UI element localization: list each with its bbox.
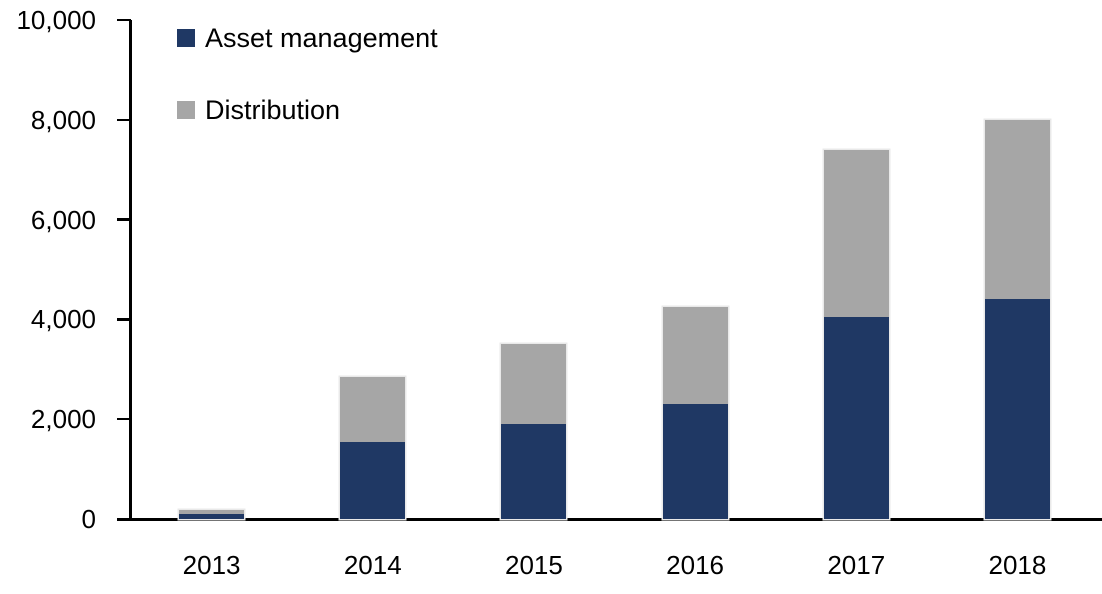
y-axis-tick-label: 4,000 — [30, 304, 96, 335]
legend-swatch-distribution — [177, 101, 195, 119]
x-axis-label-2016: 2016 — [666, 550, 724, 580]
bar-stack-2013 — [179, 509, 245, 519]
y-axis-tick — [117, 517, 131, 521]
y-axis-line — [128, 20, 132, 521]
y-axis-tick-label: 2,000 — [30, 404, 96, 435]
legend-label-asset-management: Asset management — [205, 23, 438, 53]
y-axis-tick — [117, 417, 131, 421]
bar-stack-2014 — [340, 376, 406, 519]
bar-segment-2018-distribution — [984, 119, 1050, 300]
y-axis-tick-label: 6,000 — [30, 204, 96, 235]
bar-segment-2015-distribution — [501, 344, 567, 425]
bar-segment-2017-asset-management — [823, 316, 889, 519]
legend-label-distribution: Distribution — [205, 95, 341, 125]
bar-segment-2014-asset-management — [340, 441, 406, 519]
bar-segment-2013-asset-management — [179, 514, 245, 519]
bar-segment-2018-asset-management — [984, 299, 1050, 519]
x-axis-label-2013: 2013 — [182, 550, 241, 580]
legend-item-asset-management: Asset management — [177, 23, 438, 53]
y-axis-tick-label: 8,000 — [30, 104, 96, 135]
bar-stack-2017 — [823, 149, 889, 519]
bar-segment-2013-distribution — [179, 509, 245, 515]
y-axis-tick — [117, 18, 131, 22]
y-axis-tick-label: 10,000 — [16, 5, 96, 35]
y-axis-tick-label: 0 — [81, 504, 96, 534]
x-axis-label-2017: 2017 — [827, 550, 886, 580]
bar-stack-2015 — [501, 344, 567, 519]
bar-segment-2017-distribution — [823, 149, 889, 317]
bar-stack-2016 — [662, 306, 728, 519]
legend-swatch-asset-management — [177, 29, 195, 47]
x-axis-label-2015: 2015 — [504, 550, 563, 580]
x-axis-label-2018: 2018 — [988, 550, 1047, 580]
legend-item-distribution: Distribution — [177, 95, 438, 125]
y-axis-tick — [117, 118, 131, 122]
x-axis-label-2014: 2014 — [343, 550, 402, 580]
chart-legend: Asset management Distribution — [177, 23, 438, 171]
x-axis-line — [117, 517, 1102, 521]
bar-segment-2015-asset-management — [501, 424, 567, 519]
y-axis-tick — [117, 318, 131, 321]
y-axis-tick — [117, 218, 131, 221]
bar-segment-2016-asset-management — [662, 404, 728, 519]
bar-stack-2018 — [984, 119, 1050, 519]
bar-segment-2016-distribution — [662, 306, 728, 405]
bar-segment-2014-distribution — [340, 376, 406, 442]
